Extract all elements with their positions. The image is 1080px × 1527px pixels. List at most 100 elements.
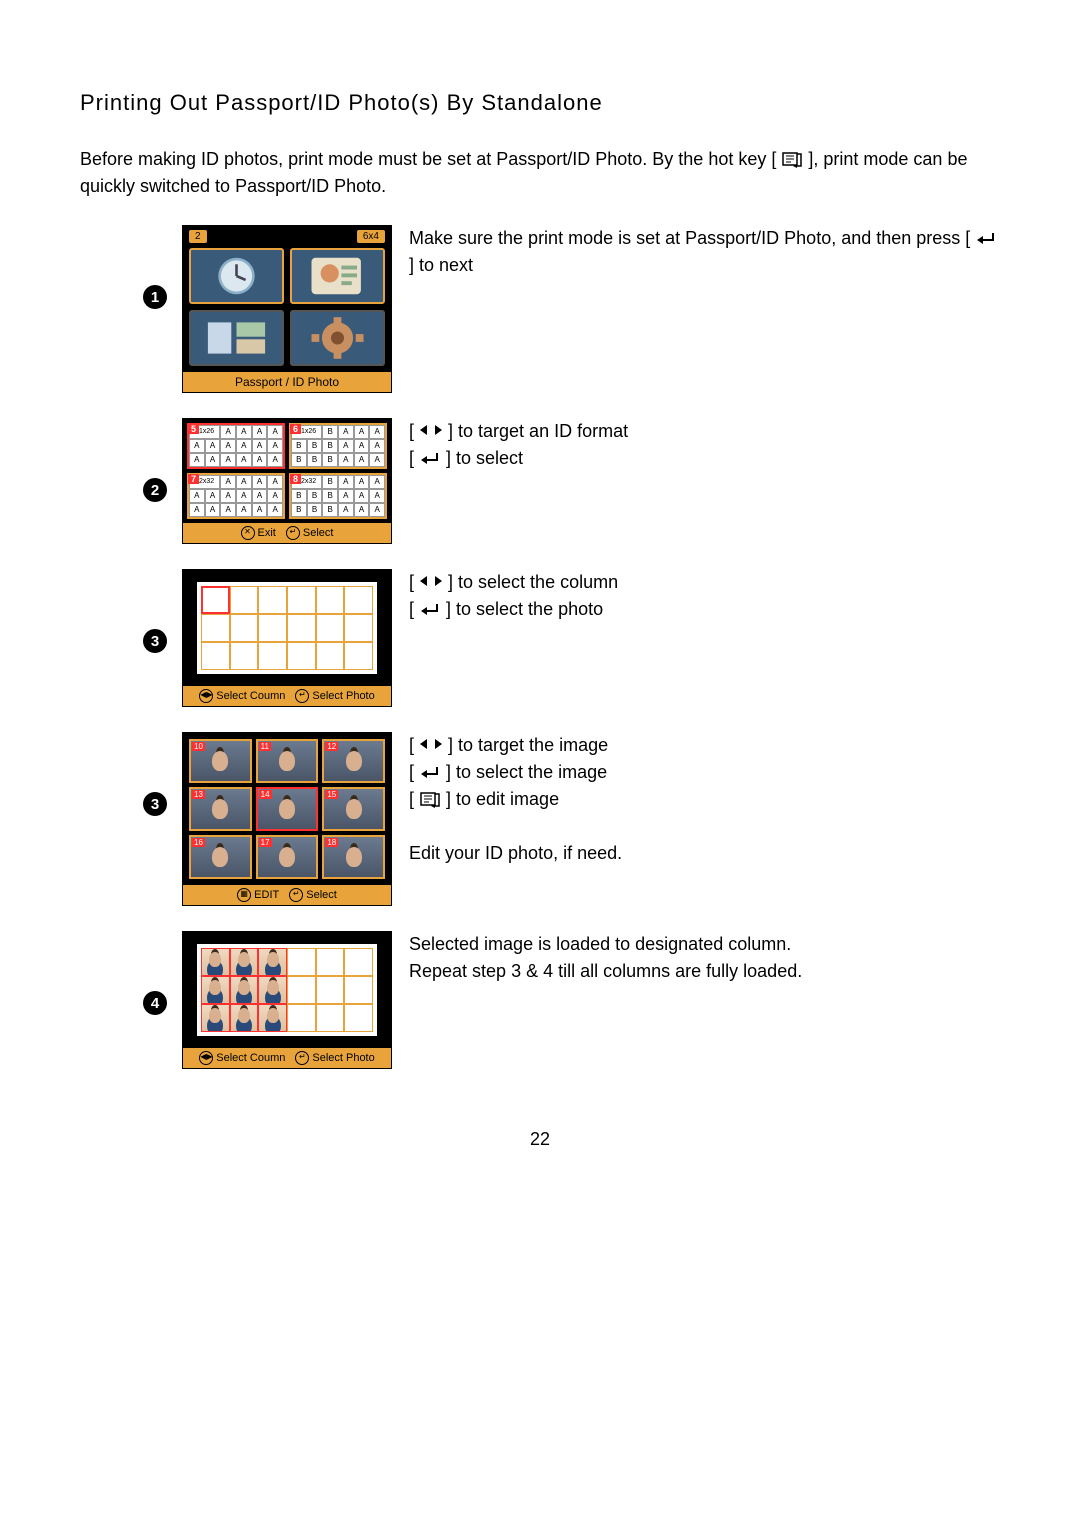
sheet-cell	[287, 976, 316, 1004]
sheet-cell	[316, 614, 345, 642]
photo-num: 13	[192, 790, 205, 799]
photo-cell: 15	[322, 787, 385, 831]
sheet-cell	[344, 948, 373, 976]
bar-icon: ↵	[295, 689, 309, 703]
sheet-cell	[316, 948, 345, 976]
face-icon	[259, 977, 286, 1003]
bullet-3b: 3	[143, 792, 167, 816]
face-icon	[202, 977, 229, 1003]
tile-thumbs	[189, 310, 284, 366]
sheet-cell	[201, 948, 230, 976]
page-number: 22	[80, 1129, 1000, 1150]
leftright-icon	[419, 423, 443, 437]
format-cell: A	[267, 489, 283, 503]
format-cell: A	[220, 453, 236, 467]
format-cell: A	[338, 439, 354, 453]
desc-line: [ ] to select the photo	[409, 596, 1000, 623]
sheet-cell	[258, 976, 287, 1004]
block-num: 8	[290, 474, 301, 484]
bar-item: ◀▶Select Coumn	[199, 1051, 285, 1065]
photo-num: 18	[325, 838, 338, 847]
format-cell: A	[236, 439, 252, 453]
sheet-cell	[230, 948, 259, 976]
enter-icon	[419, 451, 441, 467]
format-cell: B	[307, 453, 323, 467]
screen-3: ◀▶Select Coumn↵Select Photo	[182, 569, 392, 707]
sheet-cell	[287, 614, 316, 642]
s1-caption: Passport / ID Photo	[183, 372, 391, 392]
sheet-cell	[316, 1004, 345, 1032]
leftright-icon	[419, 737, 443, 751]
sheet-cell	[201, 586, 230, 614]
format-cell: A	[189, 489, 205, 503]
hotkey-icon	[781, 151, 803, 169]
sheet-cell	[230, 642, 259, 670]
photo-cell: 17	[256, 835, 319, 879]
format-cell: A	[354, 425, 370, 439]
format-cell: A	[338, 503, 354, 517]
enter-icon	[975, 231, 997, 247]
face-icon	[259, 949, 286, 975]
bar-item: ↵Select Photo	[295, 1051, 374, 1065]
sheet-cell	[344, 976, 373, 1004]
format-cell: A	[252, 475, 268, 489]
block-num: 6	[290, 424, 301, 434]
sheet-cell	[344, 642, 373, 670]
desc-line	[409, 813, 1000, 840]
format-cell: B	[307, 503, 323, 517]
step-2: 2 521x26AAAAAAAAAAAAAAAA621x26BAAABBBAAA…	[140, 418, 1000, 544]
bar-item: ✕Exit	[241, 526, 276, 540]
leftright-icon	[419, 574, 443, 588]
sheet-cell	[230, 1004, 259, 1032]
sheet-cell	[344, 586, 373, 614]
format-cell: A	[354, 453, 370, 467]
sheet-cell	[201, 1004, 230, 1032]
bar-item: ↵Select	[289, 888, 337, 902]
bar-label: EDIT	[254, 889, 279, 901]
bullet-1: 1	[143, 285, 167, 309]
photo-num: 15	[325, 790, 338, 799]
screen-2: 521x26AAAAAAAAAAAAAAAA621x26BAAABBBAAABB…	[182, 418, 392, 544]
format-cell: B	[307, 489, 323, 503]
format-cell: B	[322, 425, 338, 439]
format-cell: A	[369, 475, 385, 489]
photo-cell: 14	[256, 787, 319, 831]
desc-line: Edit your ID photo, if need.	[409, 840, 1000, 867]
photo-num: 11	[259, 742, 271, 751]
format-cell: B	[322, 439, 338, 453]
format-cell: A	[369, 425, 385, 439]
format-cell: B	[322, 453, 338, 467]
format-cell: A	[236, 503, 252, 517]
bar-label: Select Coumn	[216, 1052, 285, 1064]
format-cell: A	[267, 453, 283, 467]
format-cell: A	[338, 425, 354, 439]
step-3: 3 ◀▶Select Coumn↵Select Photo [ ] to sel…	[140, 569, 1000, 707]
format-cell: A	[267, 503, 283, 517]
desc-line: [ ] to target an ID format	[409, 418, 1000, 445]
sheet-cell	[258, 586, 287, 614]
face-icon	[231, 949, 258, 975]
format-cell: A	[189, 453, 205, 467]
photo-cell: 12	[322, 739, 385, 783]
face-icon	[202, 1005, 229, 1031]
bar-icon: ↵	[286, 526, 300, 540]
format-cell: A	[220, 439, 236, 453]
step-3b: 3 101112131415161718 ▦EDIT↵Select [ ] to…	[140, 732, 1000, 906]
desc-line: [ ] to target the image	[409, 732, 1000, 759]
enter-icon	[419, 602, 441, 618]
tile-gear	[290, 310, 385, 366]
format-cell: B	[291, 503, 307, 517]
bar-icon: ↵	[295, 1051, 309, 1065]
format-cell: A	[267, 425, 283, 439]
bar-label: Select	[306, 889, 337, 901]
photo-num: 10	[192, 742, 205, 751]
sheet-cell	[230, 586, 259, 614]
face-icon	[202, 949, 229, 975]
photo-cell: 11	[256, 739, 319, 783]
format-cell: A	[205, 489, 221, 503]
txt: ] to next	[409, 255, 473, 275]
format-cell: A	[252, 503, 268, 517]
format-cell: A	[252, 453, 268, 467]
sheet-cell	[201, 614, 230, 642]
s1-topleft: 2	[189, 230, 207, 243]
